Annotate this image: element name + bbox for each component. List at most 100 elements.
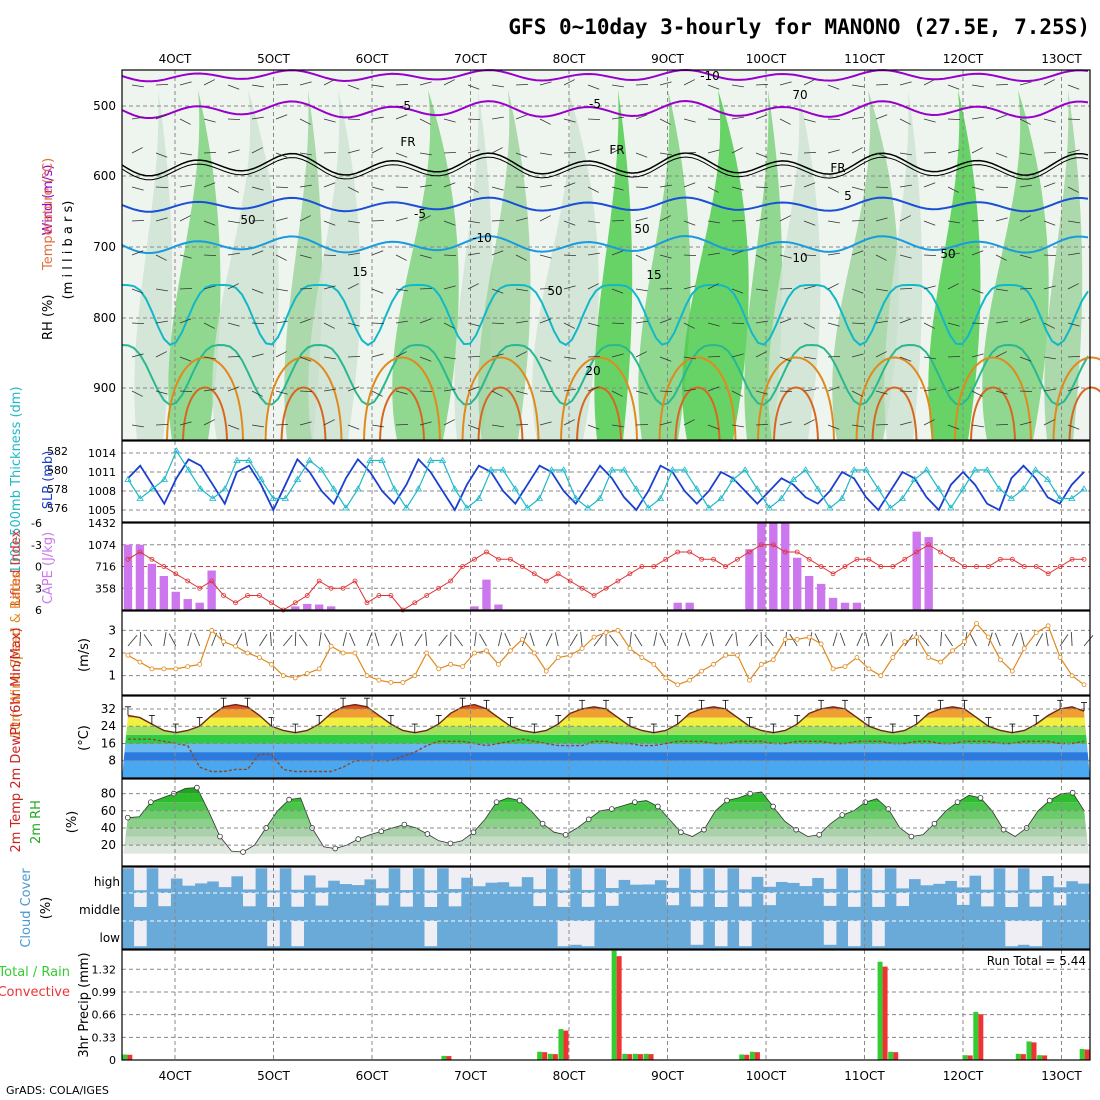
wind-speed-marker xyxy=(1081,682,1087,688)
wind-barb xyxy=(755,152,768,158)
wind-barb xyxy=(971,116,984,120)
wind-barb xyxy=(323,254,337,257)
thickness-marker xyxy=(547,466,556,473)
wind-barb xyxy=(467,84,480,90)
upper-air-panel: 500 600 700 800 900 -10 -5 -5 FR FR FR -5 5 -10 10 15 15… xyxy=(93,68,1100,441)
wind-barb xyxy=(1070,631,1073,647)
li-marker xyxy=(591,593,597,598)
wind-barb xyxy=(1019,215,1031,222)
li-marker xyxy=(962,564,967,569)
wind-barb xyxy=(659,318,672,324)
rh-band xyxy=(122,836,1090,846)
temp-band xyxy=(122,726,1090,735)
li-marker xyxy=(938,549,944,555)
wind-barb xyxy=(251,84,264,88)
thickness-marker xyxy=(1031,466,1040,473)
thickness-marker xyxy=(971,466,979,473)
wind-barb xyxy=(1083,634,1094,647)
slp-label: SLP (mb) xyxy=(41,451,56,510)
wind-barb xyxy=(1019,356,1032,362)
wind-barb xyxy=(479,633,487,647)
wind-speed-marker xyxy=(938,659,944,665)
thickness-marker xyxy=(935,485,943,492)
wind-barb xyxy=(371,322,385,325)
thickness-marker xyxy=(983,466,991,473)
contour-label: 70 xyxy=(792,88,807,102)
wind-barb xyxy=(1043,322,1055,329)
cloud-cell xyxy=(339,867,353,885)
rh2m-panel: 80 60 40 20 xyxy=(101,778,1091,867)
cloud-cell xyxy=(606,893,619,906)
wind-barb xyxy=(1019,421,1032,426)
thickness-marker xyxy=(342,504,350,511)
wind-barb xyxy=(1019,390,1033,393)
wind-speed-marker xyxy=(914,634,920,640)
wind-barb xyxy=(995,83,1009,86)
cloud-cell xyxy=(533,867,546,890)
bottom-x-tick: 7OCT xyxy=(454,1069,487,1083)
temp2m-unit: (°C) xyxy=(77,725,92,751)
li-marker xyxy=(627,571,633,577)
wind-speed-marker xyxy=(173,666,179,672)
wind-barb xyxy=(899,356,912,362)
wind-barb xyxy=(1019,254,1032,259)
wind-barb xyxy=(139,631,142,647)
wind-barb xyxy=(491,116,504,120)
cloud-cell xyxy=(472,867,486,887)
thickness-marker xyxy=(330,485,338,492)
rh-marker xyxy=(470,829,477,836)
temp-contour-10 xyxy=(121,234,1089,254)
wind-barb xyxy=(203,356,216,360)
wind-barb xyxy=(731,250,744,256)
li-marker xyxy=(316,578,322,584)
li-marker xyxy=(484,549,489,555)
cloud-cell xyxy=(436,867,450,869)
cloud-cell xyxy=(896,893,909,907)
wind-barb xyxy=(155,423,169,426)
slp-line xyxy=(127,457,1085,513)
rh-band xyxy=(122,845,1090,854)
thickness-marker xyxy=(535,494,544,501)
wind-barb xyxy=(635,114,648,120)
wind-barb xyxy=(299,184,312,188)
wind-barb xyxy=(563,419,575,426)
wind-barb xyxy=(875,83,889,86)
panel-frame xyxy=(121,695,1091,779)
wind-barb xyxy=(491,186,504,191)
wind-speed-marker xyxy=(735,652,740,658)
cloud-cell xyxy=(630,867,643,885)
li-y-tick: -3 xyxy=(31,539,42,552)
rh-band xyxy=(122,787,1090,794)
precip-conv-bar xyxy=(1020,1054,1026,1060)
cape-bar xyxy=(470,606,479,610)
wind-barb xyxy=(635,320,648,324)
cloud-cell xyxy=(1005,893,1018,907)
wind-barb xyxy=(131,147,143,154)
wind-barb xyxy=(803,220,816,226)
cloud-cell xyxy=(158,893,171,907)
wind-barb xyxy=(875,423,889,426)
wind-barb xyxy=(701,633,708,647)
wind-barb xyxy=(203,322,215,329)
wind-barb xyxy=(851,390,863,397)
temp-contour-30 xyxy=(1068,386,1100,441)
wind-barb xyxy=(203,118,216,123)
wind-barb xyxy=(1043,220,1056,226)
wind-barb xyxy=(227,355,241,358)
wind-barb xyxy=(131,219,145,222)
li-marker xyxy=(1045,571,1051,577)
cloud-cell xyxy=(206,867,220,882)
wind-barb xyxy=(923,419,935,426)
wind-barb xyxy=(1043,118,1056,123)
wind-barb xyxy=(347,252,360,256)
upper-wind-label: Wind (m/s) xyxy=(41,165,56,236)
li-marker xyxy=(699,556,705,562)
wind-barb xyxy=(899,318,912,324)
thickness-marker xyxy=(390,485,398,492)
wind-barb xyxy=(923,388,936,392)
wind-barb xyxy=(443,151,457,154)
bottom-x-tick: 12OCT xyxy=(943,1069,984,1083)
cloud-cell xyxy=(666,893,680,906)
wind-barb xyxy=(1019,184,1032,188)
wind-speed-marker xyxy=(292,675,298,681)
